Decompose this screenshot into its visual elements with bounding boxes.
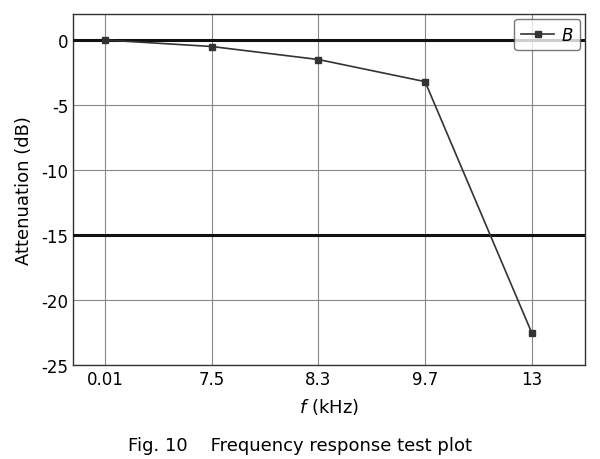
Y-axis label: Attenuation (dB): Attenuation (dB) [15,116,33,264]
$\mathit{B}$ [528,330,535,336]
Line: $\mathit{B}$: $\mathit{B}$ [102,38,535,336]
Legend: $\mathit{B}$: $\mathit{B}$ [514,20,580,51]
X-axis label: $f$ (kHz): $f$ (kHz) [299,397,359,416]
$\mathit{B}$ [421,80,428,85]
Text: Fig. 10    Frequency response test plot: Fig. 10 Frequency response test plot [128,437,472,454]
$\mathit{B}$ [208,45,215,50]
$\mathit{B}$ [315,58,322,63]
$\mathit{B}$ [101,38,109,44]
